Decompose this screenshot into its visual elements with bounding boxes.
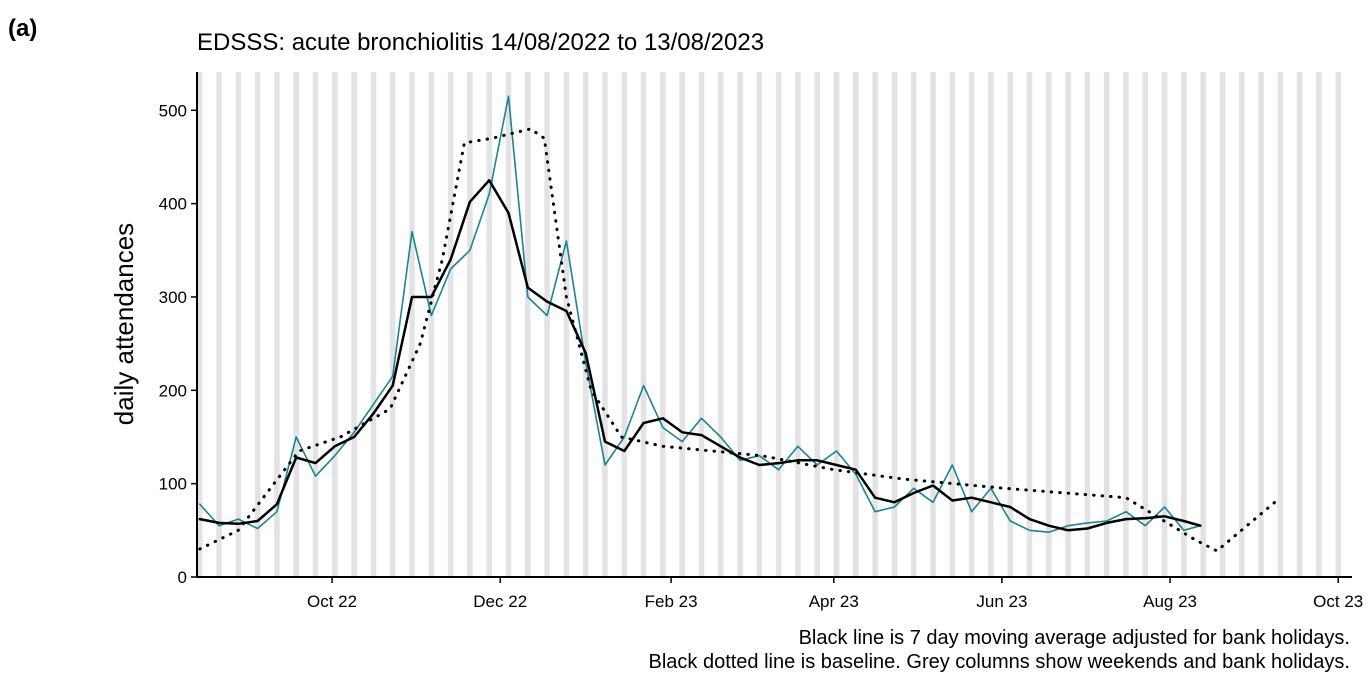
weekend-column	[679, 72, 685, 577]
weekend-column	[988, 72, 994, 577]
weekend-column	[486, 72, 492, 577]
weekend-column	[1258, 72, 1264, 577]
weekend-column	[640, 72, 647, 577]
x-tick-label: Jun 23	[976, 592, 1027, 611]
weekend-column	[1046, 72, 1052, 577]
panel-label: (a)	[8, 15, 37, 42]
weekend-column	[467, 72, 473, 577]
weekend-column	[621, 72, 628, 577]
note: Black line is 7 day moving average adjus…	[799, 627, 1350, 649]
chart-title: EDSSS: acute bronchiolitis 14/08/2022 to…	[197, 29, 764, 56]
weekend-column	[1123, 72, 1129, 577]
y-tick-label: 0	[178, 568, 187, 587]
weekend-column	[814, 72, 820, 577]
weekend-column	[312, 72, 319, 577]
weekend-column	[293, 72, 299, 577]
y-tick-label: 500	[159, 101, 187, 120]
weekend-column	[505, 72, 512, 577]
x-tick-label: Dec 22	[473, 592, 527, 611]
weekend-column	[235, 72, 242, 577]
weekend-column	[698, 72, 705, 577]
weekend-column	[1238, 72, 1245, 577]
weekend-column	[1065, 72, 1071, 577]
weekend-column	[544, 72, 550, 577]
weekend-column	[1084, 72, 1091, 577]
weekend-column	[756, 72, 763, 577]
weekend-column	[737, 72, 743, 577]
x-tick-label: Aug 23	[1143, 592, 1197, 611]
note: Black dotted line is baseline. Grey colu…	[648, 651, 1350, 673]
weekend-column	[968, 72, 975, 577]
weekend-column	[1181, 72, 1187, 577]
y-axis-label: daily attendances	[109, 223, 139, 425]
weekend-column	[891, 72, 898, 577]
data-line	[199, 95, 1202, 533]
weekend-column	[1161, 72, 1168, 577]
weekend-column	[197, 72, 203, 577]
x-tick-label: Oct 23	[1313, 592, 1363, 611]
weekend-column	[872, 72, 878, 577]
weekend-column	[332, 72, 338, 577]
weekend-column	[1335, 72, 1341, 577]
weekend-column	[409, 72, 415, 577]
weekend-column	[582, 72, 589, 577]
weekend-column	[389, 72, 396, 577]
weekend-column	[447, 72, 454, 577]
weekend-column	[1007, 72, 1013, 577]
x-tick-label: Oct 22	[307, 592, 357, 611]
baseline-line	[198, 127, 1277, 553]
data-line	[198, 179, 1202, 532]
weekend-column	[775, 72, 782, 577]
weekend-column	[1296, 72, 1303, 577]
weekend-column	[930, 72, 936, 577]
y-tick-label: 100	[159, 475, 187, 494]
weekend-column	[254, 72, 261, 577]
weekend-column	[717, 72, 724, 577]
weekend-column	[795, 72, 801, 577]
weekend-column	[563, 72, 570, 577]
weekend-column	[1200, 72, 1206, 577]
weekend-column	[1026, 72, 1033, 577]
weekend-column	[853, 72, 859, 577]
weekend-column	[351, 72, 357, 577]
weekend-column	[910, 72, 917, 577]
y-tick-label: 200	[159, 381, 187, 400]
weekend-column	[274, 72, 280, 577]
weekend-column	[1277, 72, 1284, 577]
x-tick-label: Feb 23	[645, 592, 698, 611]
y-tick-label: 300	[159, 288, 187, 307]
y-tick-label: 400	[159, 195, 187, 214]
weekend-column	[525, 72, 531, 577]
weekend-column	[428, 72, 435, 577]
weekend-column	[833, 72, 840, 577]
x-tick-label: Apr 23	[809, 592, 859, 611]
weekend-column	[1219, 72, 1226, 577]
weekend-column	[1103, 72, 1110, 577]
weekend-column	[660, 72, 666, 577]
weekend-column	[216, 72, 222, 577]
weekend-column	[370, 72, 377, 577]
weekend-column	[1142, 72, 1149, 577]
weekend-column	[1316, 72, 1322, 577]
weekend-column	[602, 72, 608, 577]
weekend-column	[949, 72, 956, 577]
